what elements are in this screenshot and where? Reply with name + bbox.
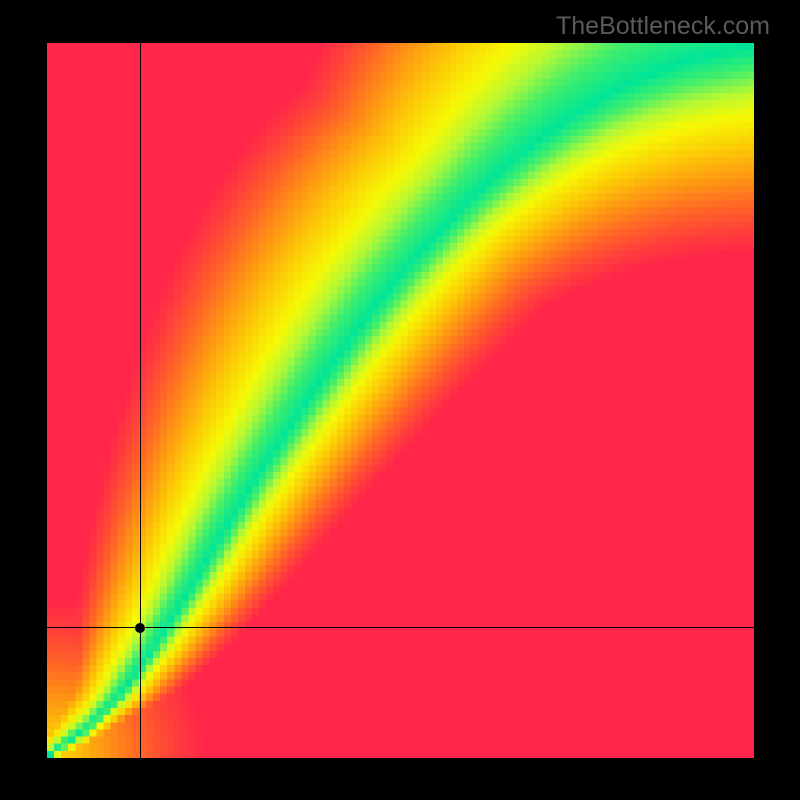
bottleneck-heatmap-panel: { "watermark": { "text": "TheBottleneck.… (0, 0, 800, 800)
watermark-text: TheBottleneck.com (556, 12, 770, 41)
bottleneck-heatmap (47, 43, 754, 758)
